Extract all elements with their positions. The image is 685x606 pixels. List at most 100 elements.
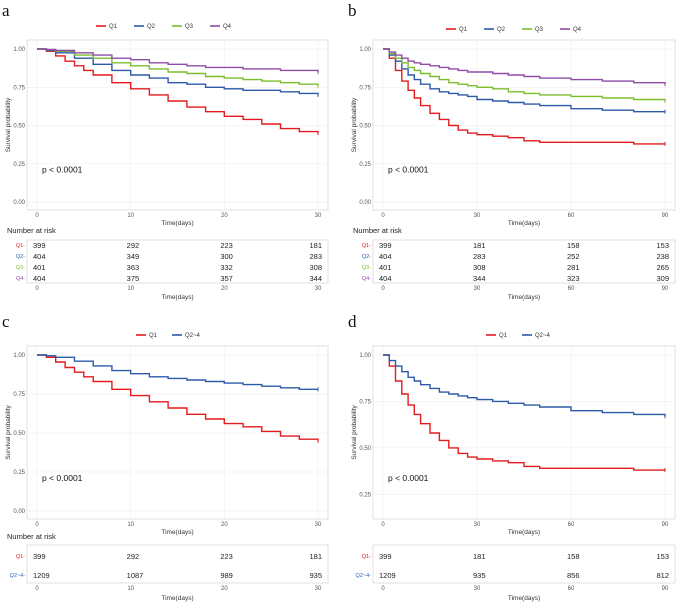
risk-count: 404 xyxy=(379,274,392,283)
x-tick-label: 30 xyxy=(474,213,481,219)
panel-d: d Q1 Q2~4 0 30 60 90 0.25 0.50 0.75 1.00 Time(days)… xyxy=(348,312,676,602)
risk-count: 856 xyxy=(567,571,580,580)
risk-count: 989 xyxy=(220,571,233,580)
risk-count: 283 xyxy=(473,252,486,261)
risk-count: 158 xyxy=(567,241,580,250)
km-curve-Q1 xyxy=(37,354,319,441)
panel-b: b Q1 Q2 Q3 Q4 0 30 60 90 0.00 0.25 0.50 0.75 1.00 Time… xyxy=(348,1,676,301)
plot-area xyxy=(26,345,329,520)
risk-row-label: Q2- xyxy=(362,254,371,260)
y-tick-label: 1.00 xyxy=(359,353,371,359)
x-tick-label: 0 xyxy=(381,213,385,219)
x-tick-label: 20 xyxy=(221,522,228,528)
km-curve-Q2 xyxy=(383,48,665,113)
y-tick-label: 0.50 xyxy=(359,124,371,130)
risk-x-axis-title: Time(days) xyxy=(161,294,193,301)
panel-label: c xyxy=(2,312,10,331)
risk-count: 399 xyxy=(379,241,392,250)
risk-count: 308 xyxy=(473,263,486,272)
risk-x-tick-label: 10 xyxy=(127,286,134,292)
legend-label: Q4 xyxy=(223,24,232,30)
y-tick-label: 0.00 xyxy=(359,200,371,206)
risk-count: 292 xyxy=(127,552,140,561)
legend-item-Q1: Q1 xyxy=(486,333,508,339)
plot-area xyxy=(372,39,676,211)
legend-item-Q2: Q2 xyxy=(484,27,506,33)
risk-x-tick-label: 60 xyxy=(568,586,575,592)
legend-item-Q3: Q3 xyxy=(522,27,544,33)
km-curve-Q1 xyxy=(37,48,319,134)
panel-label: d xyxy=(348,312,357,331)
risk-count: 223 xyxy=(220,552,233,561)
risk-x-tick-label: 90 xyxy=(662,286,669,292)
risk-x-axis-title: Time(days) xyxy=(508,294,540,301)
km-curve-Q2~4 xyxy=(37,354,318,390)
km-curve-Q2~4 xyxy=(383,354,666,417)
risk-row-label: Q2- xyxy=(16,254,25,260)
km-curve-Q4 xyxy=(383,48,666,85)
risk-count: 404 xyxy=(33,252,46,261)
y-tick-label: 0.00 xyxy=(13,509,25,515)
risk-table-area xyxy=(372,544,676,584)
x-tick-label: 30 xyxy=(315,213,322,219)
y-tick-label: 0.25 xyxy=(13,162,25,168)
risk-table-area xyxy=(26,544,329,584)
legend-item-Q4: Q4 xyxy=(210,24,232,30)
risk-count: 401 xyxy=(33,263,46,272)
km-curve-Q1 xyxy=(383,48,665,145)
y-axis-title: Survival probability xyxy=(351,404,358,459)
risk-table-title: Number at risk xyxy=(7,226,56,235)
risk-count: 401 xyxy=(379,263,392,272)
risk-count: 1209 xyxy=(33,571,50,580)
p-value: p < 0.0001 xyxy=(388,473,429,483)
risk-count: 223 xyxy=(220,241,233,250)
risk-count: 344 xyxy=(473,274,486,283)
risk-x-tick-label: 0 xyxy=(35,286,39,292)
y-tick-label: 0.50 xyxy=(359,446,371,452)
y-tick-label: 0.25 xyxy=(359,162,371,168)
y-tick-label: 0.50 xyxy=(13,124,25,130)
risk-x-tick-label: 30 xyxy=(474,286,481,292)
risk-x-tick-label: 0 xyxy=(381,586,385,592)
risk-row-label: Q4- xyxy=(16,276,25,282)
risk-count: 308 xyxy=(309,263,322,272)
y-axis-title: Survival probability xyxy=(351,97,358,152)
risk-row-label: Q1- xyxy=(362,554,371,560)
risk-x-axis-title: Time(days) xyxy=(161,595,193,602)
risk-count: 404 xyxy=(33,274,46,283)
risk-table-title: Number at risk xyxy=(353,226,402,235)
risk-count: 375 xyxy=(127,274,140,283)
risk-count: 181 xyxy=(473,552,486,561)
risk-count: 309 xyxy=(656,274,669,283)
legend-label: Q1 xyxy=(109,24,118,30)
panel-c: c Q1 Q2~4 0 10 20 30 0.00 0.25 0.50 0.75 1.00 Time(d… xyxy=(2,312,329,602)
risk-count: 1087 xyxy=(127,571,144,580)
y-tick-label: 0.75 xyxy=(359,85,371,91)
legend-label: Q1 xyxy=(499,333,508,339)
risk-count: 153 xyxy=(656,552,669,561)
x-tick-label: 10 xyxy=(127,213,134,219)
legend-label: Q3 xyxy=(535,27,544,33)
risk-x-tick-label: 30 xyxy=(315,286,322,292)
legend-item-Q1: Q1 xyxy=(136,333,158,339)
x-axis-title: Time(days) xyxy=(161,529,193,536)
risk-count: 153 xyxy=(656,241,669,250)
km-curve-Q4 xyxy=(37,48,319,72)
risk-count: 300 xyxy=(220,252,233,261)
x-tick-label: 90 xyxy=(662,522,669,528)
legend-label: Q2 xyxy=(497,27,506,33)
risk-count: 158 xyxy=(567,552,580,561)
risk-count: 181 xyxy=(473,241,486,250)
km-curve-Q3 xyxy=(383,48,666,101)
legend-item-Q4: Q4 xyxy=(560,27,582,33)
risk-count: 332 xyxy=(220,263,233,272)
risk-x-tick-label: 90 xyxy=(662,586,669,592)
x-tick-label: 30 xyxy=(315,522,322,528)
x-axis-title: Time(days) xyxy=(508,529,540,536)
risk-x-tick-label: 60 xyxy=(568,286,575,292)
risk-count: 323 xyxy=(567,274,580,283)
panel-a: a Q1 Q2 Q3 Q4 0 10 20 30 0.00 0.25 0.50 0.75 1.00 Time… xyxy=(2,1,329,301)
risk-row-label: Q3- xyxy=(362,265,371,271)
risk-count: 252 xyxy=(567,252,580,261)
p-value: p < 0.0001 xyxy=(42,165,83,175)
